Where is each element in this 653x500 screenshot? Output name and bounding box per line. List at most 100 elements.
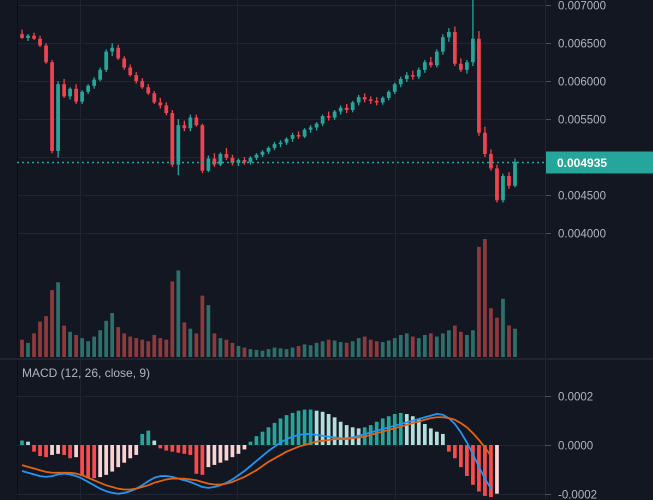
- volume-bar: [386, 340, 391, 357]
- macd-histogram-bar: [489, 445, 493, 497]
- candle-body: [194, 117, 199, 126]
- macd-histogram-bar: [20, 440, 24, 445]
- macd-histogram-bar: [332, 417, 337, 445]
- candle-body: [116, 47, 121, 59]
- candle-body: [188, 117, 193, 129]
- volume-bar: [465, 334, 469, 357]
- volume-bar: [260, 350, 265, 357]
- macd-histogram-bar: [98, 445, 103, 478]
- candle-body: [350, 102, 355, 110]
- candle-body: [320, 116, 325, 124]
- volume-bar: [495, 317, 499, 357]
- macd-histogram-bar: [164, 445, 169, 451]
- candle-body: [110, 47, 115, 52]
- volume-bar: [266, 349, 271, 357]
- volume-bar: [272, 347, 277, 357]
- macd-histogram-bar: [483, 445, 487, 496]
- volume-bar: [80, 338, 84, 357]
- macd-histogram-bar: [152, 440, 157, 445]
- macd-histogram-bar: [44, 445, 48, 458]
- candle-body: [128, 67, 133, 76]
- macd-histogram-bar: [26, 441, 30, 445]
- macd-histogram-bar: [422, 423, 427, 445]
- candle-body: [489, 153, 493, 169]
- volume-bar: [338, 342, 343, 357]
- candle-body: [260, 151, 265, 155]
- volume-bar: [20, 339, 24, 357]
- macd-histogram-bar: [110, 445, 115, 472]
- macd-histogram-bar: [230, 445, 235, 458]
- macd-histogram-bar: [170, 445, 175, 452]
- candle-body: [296, 135, 301, 137]
- macd-histogram-bar: [290, 412, 295, 445]
- macd-histogram-bar: [338, 421, 343, 445]
- volume-bar: [326, 339, 331, 357]
- volume-bar: [362, 336, 367, 357]
- macd-histogram-bar: [68, 445, 72, 459]
- volume-bar: [302, 344, 307, 357]
- volume-bar: [392, 338, 397, 357]
- volume-bar: [98, 330, 103, 357]
- candle-body: [104, 51, 109, 70]
- volume-bar: [182, 322, 187, 357]
- candle-body: [422, 62, 427, 70]
- macd-line: [21, 413, 492, 495]
- volume-bar: [86, 341, 90, 357]
- price-axis-label: 0.007000: [558, 1, 606, 13]
- macd-histogram-bar: [206, 445, 211, 468]
- candle-body: [80, 91, 84, 102]
- candle-body: [471, 38, 475, 63]
- volume-bar: [230, 342, 235, 357]
- macd-histogram-bar: [350, 427, 355, 445]
- macd-histogram-bar: [471, 445, 475, 485]
- macd-histogram-bar: [200, 445, 205, 475]
- candle-body: [44, 45, 48, 63]
- volume-bar: [440, 333, 445, 357]
- macd-histogram-bar: [182, 445, 187, 454]
- volume-bar: [56, 282, 60, 357]
- candle-body: [302, 129, 307, 137]
- candle-body: [374, 100, 379, 103]
- volume-bar: [158, 338, 163, 357]
- candle-body: [98, 69, 103, 80]
- candle-body: [326, 116, 331, 118]
- volume-bar: [344, 342, 349, 357]
- volume-bar: [104, 320, 109, 357]
- volume-bar: [170, 281, 175, 357]
- macd-histogram-bar: [459, 445, 463, 468]
- candle-body: [26, 35, 30, 38]
- candle-body: [459, 63, 463, 70]
- macd-axis-label: 0.0002: [558, 392, 593, 404]
- macd-histogram-bar: [158, 445, 163, 449]
- candle-body: [224, 153, 229, 158]
- macd-histogram-bar: [465, 445, 469, 476]
- volume-bar: [314, 342, 319, 357]
- candle-body: [266, 147, 271, 152]
- candle-body: [392, 84, 397, 92]
- volume-bar: [447, 330, 451, 357]
- macd-histogram-bar: [56, 445, 60, 454]
- candle-body: [122, 58, 127, 68]
- candle-body: [236, 160, 241, 164]
- macd-histogram-bar: [134, 445, 139, 455]
- candle-body: [465, 62, 469, 70]
- macd-histogram-bar: [80, 445, 84, 476]
- volume-bar: [416, 338, 421, 357]
- price-axis-label: 0.006000: [558, 77, 606, 89]
- macd-histogram-bar: [104, 445, 109, 475]
- macd-histogram-bar: [392, 414, 397, 445]
- volume-bar: [62, 325, 66, 357]
- macd-histogram-bar: [302, 409, 307, 445]
- candle-body: [32, 35, 36, 39]
- volume-bar: [320, 341, 325, 357]
- volume-bar: [501, 298, 505, 357]
- price-axis-label: 0.005500: [558, 115, 606, 127]
- volume-bar: [176, 270, 181, 357]
- candle-body: [428, 62, 433, 66]
- volume-bar: [68, 331, 72, 357]
- candle-body: [495, 168, 499, 201]
- macd-histogram-bar: [248, 441, 253, 445]
- volume-bar: [194, 333, 199, 357]
